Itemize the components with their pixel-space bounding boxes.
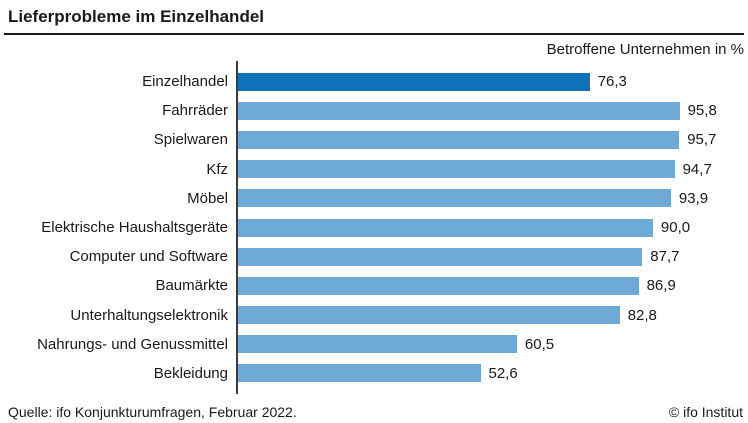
- bar-row: 90,0: [238, 213, 748, 242]
- bar-row: 95,8: [238, 96, 748, 125]
- value-label: 60,5: [524, 335, 555, 353]
- bar-row: 76,3: [238, 67, 748, 96]
- value-label: 82,8: [627, 306, 657, 324]
- bar-row: 82,8: [238, 301, 748, 330]
- bar: [238, 364, 481, 383]
- plot-area: 76,3 95,8 95,7 94,7 93,9 90,0 87,7 86,9 82,8 60,5…: [236, 61, 748, 395]
- bar-row: 86,9: [238, 271, 748, 300]
- value-label: 76,3: [597, 73, 627, 91]
- category-label: Spielwaren: [153, 131, 228, 149]
- bar-chart: Einzelhandel Fahrräder Spielwaren Kfz Möbel E…: [0, 61, 748, 395]
- bar-row: 60,5: [238, 330, 748, 359]
- category-label: Computer und Software: [69, 248, 228, 266]
- bar: [238, 247, 643, 266]
- bar-row: 87,7: [238, 242, 748, 271]
- category-label: Kfz: [206, 160, 228, 178]
- bar: [238, 101, 680, 120]
- category-label: Elektrische Haushaltsgeräte: [41, 219, 228, 237]
- bar: [238, 189, 671, 208]
- category-axis: Einzelhandel Fahrräder Spielwaren Kfz Möbel E…: [0, 61, 236, 394]
- bar-row: 95,7: [238, 125, 748, 154]
- source-note: Quelle: ifo Konjunkturumfragen, Februar …: [8, 404, 297, 421]
- value-label: 52,6: [488, 364, 518, 382]
- value-label: 94,7: [682, 160, 712, 178]
- bar: [238, 218, 653, 237]
- bar: [238, 160, 675, 179]
- bar-row: 94,7: [238, 155, 748, 184]
- category-label: Unterhaltungselektronik: [70, 306, 228, 324]
- category-label: Nahrungs- und Genussmittel: [37, 335, 228, 353]
- page-title: Lieferprobleme im Einzelhandel: [8, 7, 265, 26]
- category-label: Einzelhandel: [142, 73, 228, 91]
- value-label: 87,7: [650, 248, 680, 266]
- bar: [238, 276, 639, 295]
- copyright-note: © ifo Institut: [668, 404, 743, 421]
- bar: [238, 335, 517, 354]
- value-label: 86,9: [646, 277, 676, 295]
- title-divider: [4, 33, 744, 35]
- value-label: 90,0: [660, 219, 691, 237]
- category-label: Bekleidung: [153, 364, 228, 382]
- value-label: 93,9: [678, 189, 709, 207]
- chart-subtitle: Betroffene Unternehmen in %: [546, 41, 744, 58]
- value-label: 95,8: [687, 102, 717, 120]
- bar-row: 93,9: [238, 184, 748, 213]
- category-label: Baumärkte: [155, 277, 228, 295]
- bar: [238, 306, 620, 325]
- category-label: Möbel: [187, 189, 228, 207]
- category-label: Fahrräder: [162, 102, 228, 120]
- value-label: 95,7: [687, 131, 717, 149]
- chart-footer: Quelle: ifo Konjunkturumfragen, Februar …: [0, 404, 748, 421]
- bar: [238, 130, 680, 149]
- bar-row: 52,6: [238, 359, 748, 388]
- bar: [238, 72, 590, 91]
